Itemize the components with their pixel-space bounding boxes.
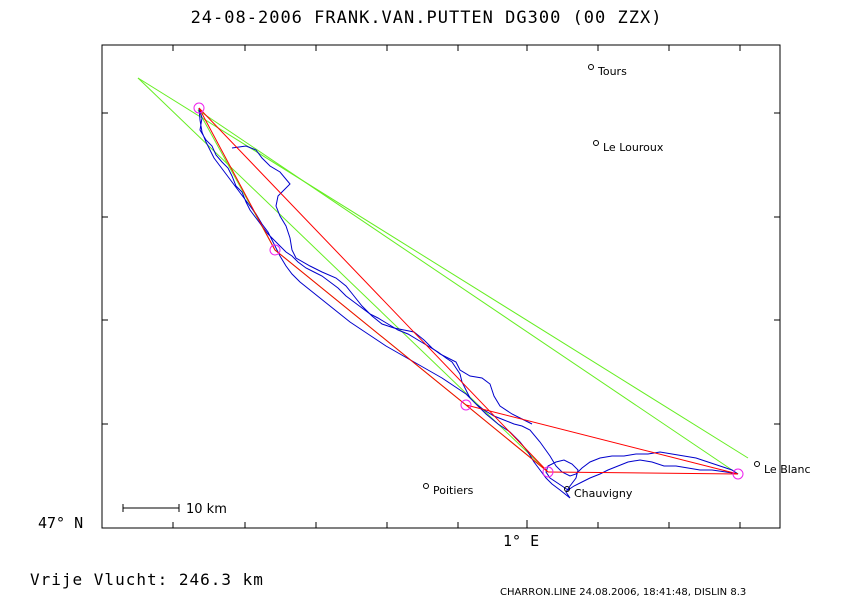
map-ticks xyxy=(102,45,780,529)
town-markers: Tours Le Louroux Poitiers Chauvigny Le B… xyxy=(423,64,811,500)
map-title: 24-08-2006 FRANK.VAN.PUTTEN DG300 (00 ZZ… xyxy=(190,8,663,28)
free-flight-distance: Vrije Vlucht: 246.3 km xyxy=(30,570,264,589)
flight-track xyxy=(198,107,739,499)
turnpoints xyxy=(193,102,744,480)
town-poitiers: Poitiers xyxy=(433,484,474,497)
map-frame xyxy=(101,44,781,529)
footer-info: CHARRON.LINE 24.08.2006, 18:41:48, DISLI… xyxy=(500,587,747,598)
town-dot xyxy=(564,486,570,492)
town-le-louroux: Le Louroux xyxy=(603,141,664,154)
turnpoint-marker xyxy=(542,466,554,478)
flight-track-detail xyxy=(231,145,533,425)
town-dot xyxy=(593,140,599,146)
scale-bar-label: 10 km xyxy=(186,502,227,517)
fai-triangle xyxy=(137,77,749,475)
latitude-label: 47° N xyxy=(38,514,84,532)
turnpoint-marker xyxy=(269,244,281,256)
scored-route xyxy=(198,107,739,475)
scale-bar xyxy=(122,504,180,512)
town-tours: Tours xyxy=(597,65,627,78)
longitude-label: 1° E xyxy=(503,532,540,550)
town-chauvigny: Chauvigny xyxy=(574,487,633,500)
town-le-blanc: Le Blanc xyxy=(764,463,811,476)
town-dot xyxy=(588,64,594,70)
town-dot xyxy=(423,483,429,489)
turnpoint-marker xyxy=(732,468,744,480)
turnpoint-marker xyxy=(460,399,472,411)
turnpoint-marker xyxy=(193,102,205,114)
town-dot xyxy=(754,461,760,467)
